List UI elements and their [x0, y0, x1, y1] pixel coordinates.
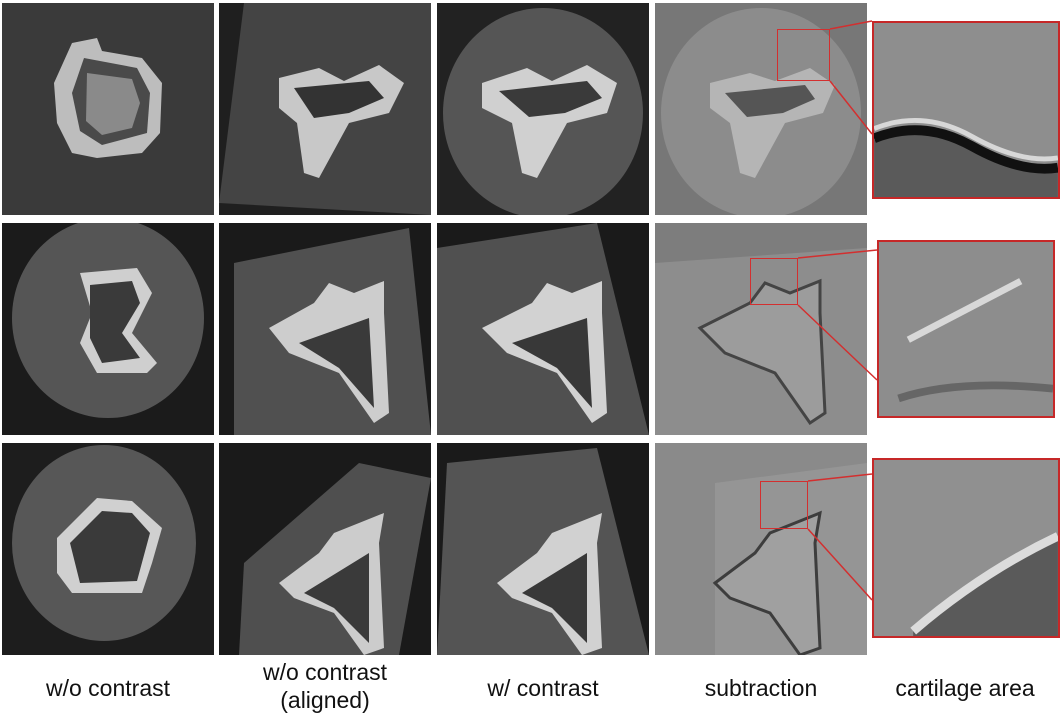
ct-panel-r3-c2	[219, 443, 431, 655]
ct-slice-image	[655, 223, 867, 435]
ct-panel-r1-c1	[2, 3, 214, 215]
roi-box-r3	[760, 481, 808, 529]
column-label-w-o-contrast-aligned: w/o contrast (aligned)	[263, 659, 387, 713]
column-label-w-contrast: w/ contrast	[487, 675, 599, 701]
ct-panel-r1-c3	[437, 3, 649, 215]
ct-slice-image	[219, 223, 431, 435]
ct-panel-r2-c3	[437, 223, 649, 435]
cartilage-zoom-r2	[877, 240, 1055, 418]
roi-box-r2	[750, 258, 798, 305]
zoom-image	[874, 460, 1058, 636]
zoom-image	[879, 242, 1053, 416]
ct-slice-image	[655, 3, 867, 215]
ct-slice-image	[2, 3, 214, 215]
ct-slice-image	[437, 443, 649, 655]
column-label-w-o-contrast: w/o contrast	[46, 675, 170, 701]
ct-slice-image	[2, 223, 214, 435]
ct-panel-r2-c2	[219, 223, 431, 435]
ct-slice-image	[655, 443, 867, 655]
zoom-image	[874, 23, 1058, 197]
ct-panel-r1-c2	[219, 3, 431, 215]
ct-panel-r3-c3	[437, 443, 649, 655]
ct-panel-r1-c4	[655, 3, 867, 215]
ct-panel-r3-c1	[2, 443, 214, 655]
ct-panel-r3-c4	[655, 443, 867, 655]
roi-box-r1	[777, 29, 830, 81]
column-label-subtraction: subtraction	[704, 675, 818, 701]
ct-slice-image	[437, 223, 649, 435]
ct-slice-image	[219, 443, 431, 655]
column-label-cartilage-area: cartilage area	[895, 675, 1035, 701]
cartilage-zoom-r3	[872, 458, 1060, 638]
cartilage-zoom-r1	[872, 21, 1060, 199]
ct-slice-image	[219, 3, 431, 215]
ct-slice-image	[437, 3, 649, 215]
ct-panel-r2-c4	[655, 223, 867, 435]
ct-slice-image	[2, 443, 214, 655]
ct-panel-r2-c1	[2, 223, 214, 435]
